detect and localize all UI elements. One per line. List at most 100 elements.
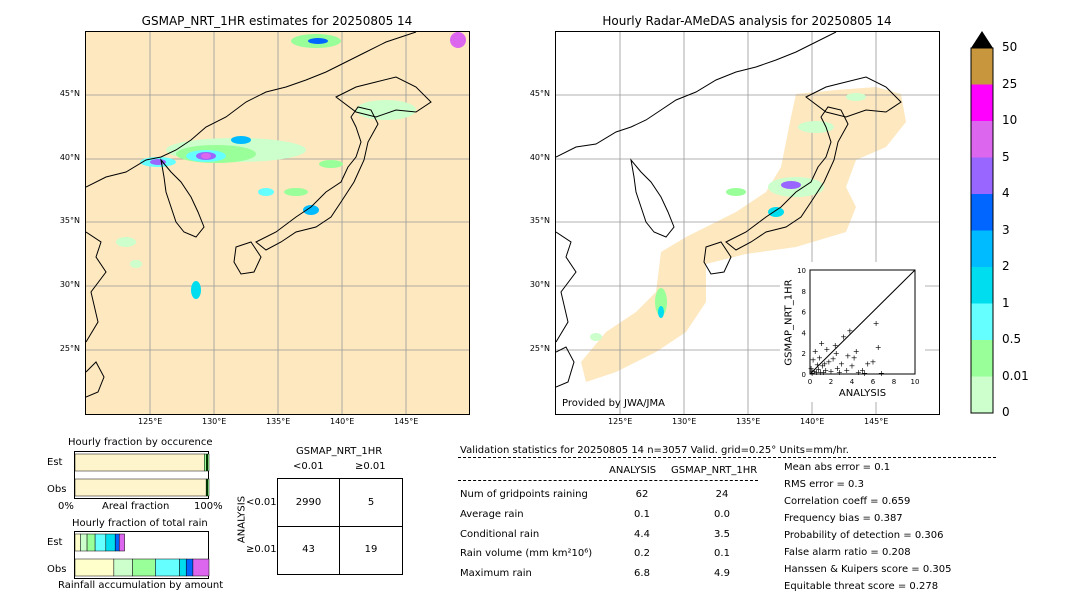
colorbar-label: 10 [1002, 113, 1018, 127]
scatter-point: + [815, 365, 822, 374]
validation-gsmap-value: 0.1 [714, 548, 730, 559]
lat-label: 25°N [529, 344, 550, 353]
scatter-xlabel: ANALYSIS [838, 388, 887, 399]
total-rain-bar-segment [132, 558, 156, 577]
occurence-est-label: Est [47, 457, 63, 468]
lat-label: 35°N [529, 216, 550, 225]
left-map [85, 31, 470, 415]
lat-label: 30°N [59, 280, 80, 289]
scatter-x-tick: 2 [829, 378, 833, 386]
lon-label: 135°E [736, 417, 761, 426]
scatter-x-tick: 8 [892, 378, 896, 386]
validation-row-label: Num of gridpoints raining [460, 489, 588, 500]
scatter-point: + [832, 341, 839, 350]
colorbar-swatch [971, 267, 993, 304]
scatter-point: + [843, 366, 850, 375]
scatter-point: + [836, 368, 843, 377]
total-rain-bar-segment [80, 533, 88, 552]
colorbar-swatch [971, 303, 993, 340]
score-ets: Equitable threat score = 0.278 [784, 581, 939, 592]
scatter-point: + [834, 364, 841, 373]
colorbar-label: 0.5 [1002, 332, 1022, 346]
colorbar-extend-arrow [971, 31, 993, 48]
colorbar [970, 31, 994, 414]
occurence-xlabel: Areal fraction [102, 501, 170, 512]
right-map-canvas [556, 32, 939, 414]
total-rain-bar-segment [105, 533, 116, 552]
data-credit: Provided by JWA/JMA [562, 398, 665, 409]
left-map-canvas [86, 32, 469, 414]
colorbar-swatch [971, 84, 993, 121]
colorbar-label: 50 [1002, 40, 1018, 54]
left-lat-labels: 45°N 40°N 35°N 30°N 25°N [50, 31, 84, 413]
validation-col-analysis: ANALYSIS [609, 465, 657, 476]
colorbar-label: 1 [1002, 295, 1010, 310]
occurence-tick-0: 0% [58, 501, 74, 512]
total-rain-bar-segment [113, 558, 133, 577]
scatter-point: + [808, 364, 815, 373]
scatter-point: + [816, 353, 823, 362]
validation-row-label: Rain volume (mm km²10⁶) [460, 548, 593, 559]
contingency-table: 2990 5 43 19 [277, 478, 403, 575]
scatter-point: + [809, 367, 816, 376]
colorbar-swatch [971, 340, 993, 377]
right-map-title: Hourly Radar-AMeDAS analysis for 2025080… [602, 14, 892, 28]
scatter-point: + [859, 366, 866, 375]
scatter-point: + [820, 368, 827, 377]
total-rain-est-label: Est [47, 537, 63, 548]
scatter-points: +++++++++++++++++++++++++++++ ++++ ++ + + +++ [808, 319, 885, 378]
colorbar-frame [970, 47, 994, 414]
scatter-point: + [814, 361, 821, 370]
contingency-divider [278, 526, 402, 527]
lon-label: 145°E [394, 417, 419, 426]
lon-label: 125°E [608, 417, 633, 426]
scatter-y-tick: 6 [802, 309, 807, 317]
scatter-y-tick: 2 [802, 350, 806, 358]
validation-analysis-value: 6.8 [634, 568, 650, 579]
lon-label: 145°E [864, 417, 889, 426]
right-coastline [556, 32, 902, 388]
scatter-point: + [878, 369, 885, 378]
lat-label: 30°N [529, 280, 550, 289]
total-rain-bar-segment [179, 558, 187, 577]
lon-label: 130°E [672, 417, 697, 426]
scatter-point: + [822, 366, 829, 375]
scatter-point: + [849, 362, 856, 371]
scatter-point: + [810, 355, 817, 364]
scatter-x-tick: 0 [808, 378, 812, 386]
validation-gsmap-value: 4.9 [714, 568, 730, 579]
colorbar-label: 25 [1002, 76, 1018, 91]
validation-row-label: Conditional rain [460, 529, 540, 540]
lat-label: 40°N [59, 153, 80, 162]
scatter-point: + [873, 319, 880, 328]
scatter-point: + [812, 347, 819, 356]
contingency-row-header: ≥0.01 [246, 544, 277, 555]
lon-label: 140°E [330, 417, 355, 426]
score-far: False alarm ratio = 0.208 [784, 547, 911, 558]
scatter-x-tick: 6 [871, 378, 876, 386]
total-rain-bar-segment [118, 533, 125, 552]
lat-label: 25°N [59, 344, 80, 353]
occurence-obs-label: Obs [47, 484, 67, 495]
occurence-bar-segment [206, 479, 208, 496]
left-map-title: GSMAP_NRT_1HR estimates for 20250805 14 [141, 14, 413, 28]
total-rain-xlabel: Rainfall accumulation by amount [58, 580, 224, 591]
scatter-y-tick: 10 [797, 267, 806, 275]
scatter-point: + [875, 343, 882, 352]
scatter-plot: +++++++++++++++++++++++++++++ ++++ ++ + + +++… [797, 267, 920, 386]
contingency-row-header: <0.01 [246, 497, 277, 508]
validation-gsmap-value: 24 [715, 489, 729, 500]
score-mean-abs-error: Mean abs error = 0.1 [784, 462, 891, 473]
score-frequency-bias: Frequency bias = 0.387 [784, 513, 903, 524]
colorbar-swatch [971, 194, 993, 231]
scatter-point: + [811, 367, 818, 376]
scatter-x-ticks: 0 2 4 6 8 10 [808, 378, 920, 386]
contingency-cell: 2990 [295, 497, 322, 508]
colorbar-label: 0.01 [1002, 368, 1029, 383]
lat-label: 40°N [529, 153, 550, 162]
scatter-point: + [826, 358, 833, 367]
colorbar-label: 4 [1002, 186, 1010, 200]
scatter-y-tick: 4 [802, 329, 807, 337]
total-rain-chart [74, 531, 210, 579]
lon-label: 135°E [266, 417, 291, 426]
